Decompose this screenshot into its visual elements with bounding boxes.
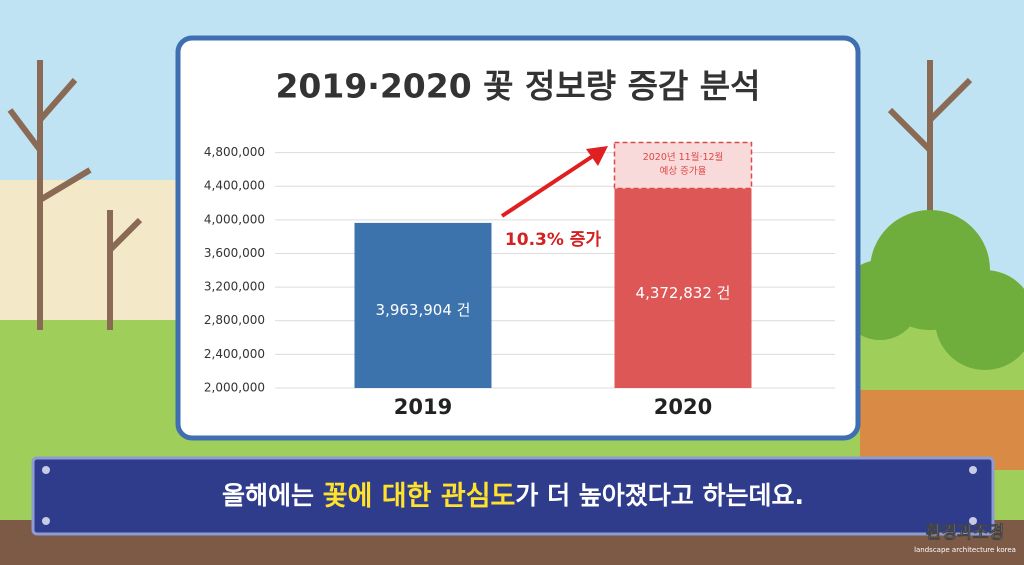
y-tick-label: 3,200,000 [204,280,265,294]
rivet [42,466,50,474]
x-tick-label: 2020 [654,395,712,419]
caption: 올해에는 꽃에 대한 관심도가 더 높아졌다고 하는데요. [222,481,804,512]
value-label: 3,963,904 건 [376,301,471,319]
y-tick-label: 2,000,000 [204,381,265,395]
annotation: 10.3% 증가 [505,230,602,250]
y-tick-label: 4,000,000 [204,212,265,226]
bar [354,222,492,388]
x-tick-label: 2019 [394,395,452,419]
y-tick-label: 3,600,000 [204,246,265,260]
wall [0,180,180,320]
y-tick-label: 2,800,000 [204,313,265,327]
y-tick-label: 4,400,000 [204,179,265,193]
estimate-label: 예상 증가율 [660,166,707,177]
estimate-box [613,141,753,190]
y-tick-label: 2,400,000 [204,347,265,361]
watermark-title: 환경과조경 [926,523,1004,543]
y-tick-label: 4,800,000 [204,145,265,159]
value-label: 4,372,832 건 [636,284,731,302]
caption-highlight: 꽃에 대한 관심도 [323,481,516,512]
plot: 2,000,000 2,400,000 2,800,000 3,200,000 3,60… [204,141,835,419]
chart-title: 2019·2020 꽃 정보량 증감 분석 [275,67,760,106]
estimate-label: 2020년 11월·12월 [643,151,724,163]
caption-part: 가 더 높아졌다고 하는데요. [515,481,804,510]
rivet [42,517,50,525]
trees [7,60,973,330]
growth-arrow [500,152,598,218]
caption-part: 올해에는 [222,481,323,510]
arrow-head [586,146,608,166]
caption-bar [31,456,995,536]
bar [614,188,752,388]
rivet [969,466,977,474]
rivet [969,517,977,525]
watermark-subtitle: landscape architecture korea [914,546,1016,554]
